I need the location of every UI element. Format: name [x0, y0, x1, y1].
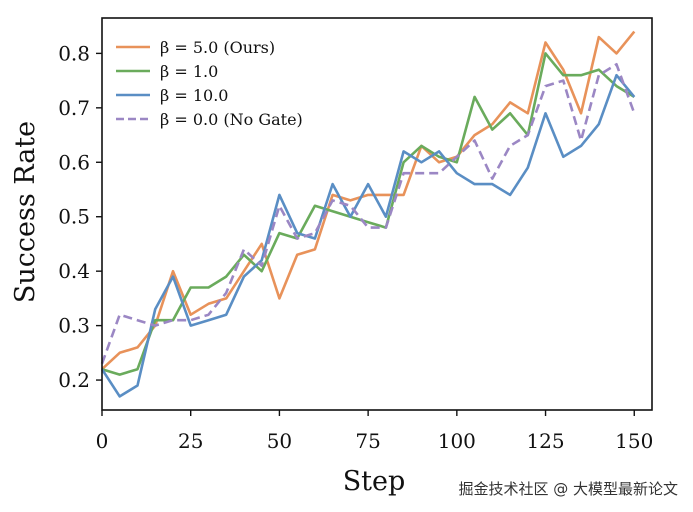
legend-label-2: β = 1.0 [160, 62, 218, 81]
legend-label-1: β = 5.0 (Ours) [160, 38, 275, 57]
series-line-1 [101, 30, 636, 371]
legend-label-3: β = 10.0 [160, 86, 228, 105]
series-line-3 [100, 73, 636, 398]
x-tick-label: 150 [615, 429, 653, 453]
y-tick-label: 0.8 [58, 41, 90, 65]
x-axis-ticks: 0 25 50 75 100 125 150 [96, 410, 653, 453]
x-tick-label: 50 [267, 429, 292, 453]
y-tick-label: 0.2 [58, 368, 90, 392]
legend: β = 5.0 (Ours) β = 1.0 β = 10.0 β = 0.0 (No… [116, 38, 303, 129]
y-axis-title: Success Rate [10, 121, 41, 303]
y-axis-ticks: 0.2 0.3 0.4 0.5 0.6 0.7 0.8 [58, 41, 102, 392]
x-tick-label: 75 [355, 429, 380, 453]
y-tick-label: 0.6 [58, 150, 90, 174]
x-tick-label: 25 [178, 429, 203, 453]
y-tick-label: 0.7 [58, 96, 90, 120]
y-tick-label: 0.4 [58, 259, 90, 283]
x-tick-label: 0 [96, 429, 109, 453]
x-tick-label: 100 [438, 429, 476, 453]
legend-label-4: β = 0.0 (No Gate) [160, 110, 303, 129]
series-layer [100, 30, 636, 398]
watermark-text: 掘金技术社区 @ 大模型最新论文 [458, 480, 678, 498]
y-tick-label: 0.3 [58, 314, 90, 338]
y-tick-label: 0.5 [58, 205, 90, 229]
plot-frame [101, 17, 653, 411]
series-line-2 [101, 52, 635, 376]
series-line-4 [100, 63, 636, 365]
x-tick-label: 125 [526, 429, 564, 453]
x-axis-title: Step [343, 466, 406, 497]
